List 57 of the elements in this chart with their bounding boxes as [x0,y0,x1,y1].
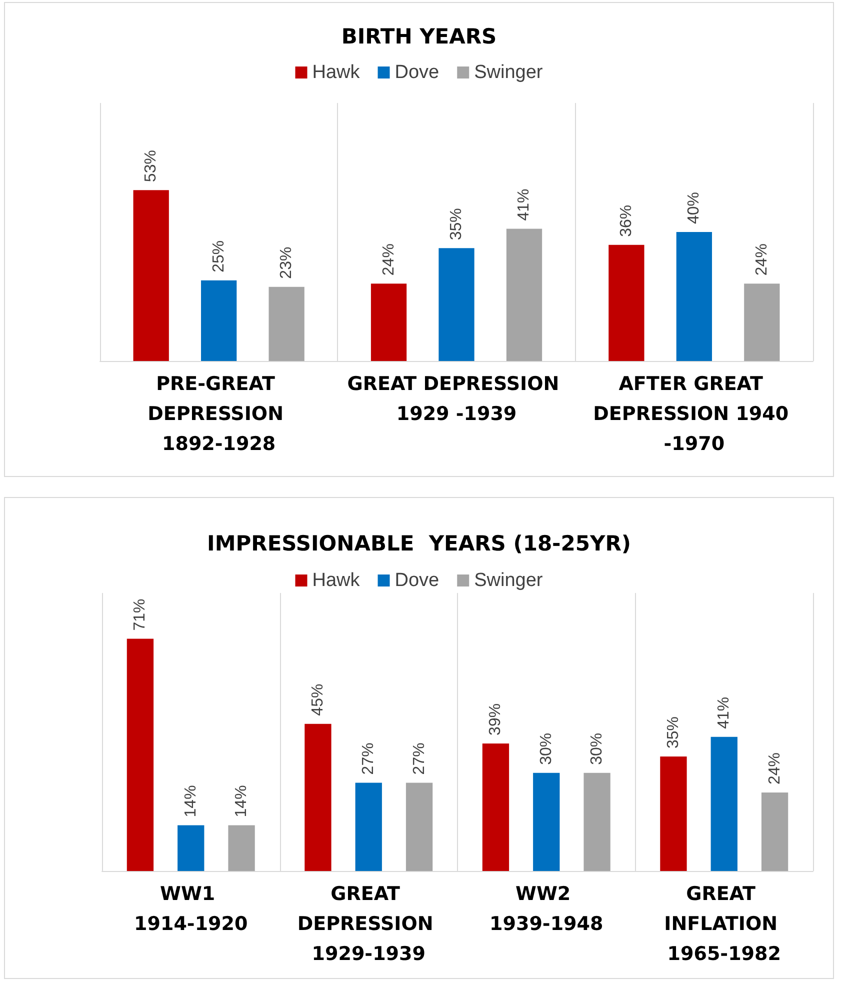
bar [370,284,407,361]
data-label: 24% [766,752,784,785]
data-label: 53% [142,150,160,182]
bar [228,825,255,871]
x-tick-label: GREAT DEPRESSION 1929 -1939 [347,373,566,425]
bar [304,724,332,871]
legend-label: Swinger [474,570,544,591]
data-label: 23% [278,246,296,279]
bar [126,638,154,871]
data-label: 39% [487,703,504,736]
x-tick-label: GREAT DEPRESSION 1929-1939 [297,883,440,965]
data-label: 35% [448,208,465,240]
bar [438,248,474,361]
bar [482,743,510,871]
bar [761,792,788,871]
bar [506,228,542,361]
data-label: 40% [686,192,703,224]
chart-title: IMPRESSIONABLE YEARS (18-25YR) [207,532,631,556]
bar [201,280,237,361]
bar [676,232,712,361]
bar [533,772,560,871]
data-label: 14% [233,785,250,818]
bar [744,284,780,361]
data-label: 45% [309,684,326,716]
data-label: 71% [132,598,149,631]
x-tick-label: WW1 1914-1920 [134,883,248,935]
data-label: 27% [410,742,428,775]
data-label: 24% [380,244,398,276]
bar [584,772,610,871]
chart-title: BIRTH YEARS [341,24,497,48]
data-label: 27% [360,742,378,775]
data-label: 36% [618,204,635,237]
legend-label: Hawk [312,570,360,591]
data-label: 24% [753,244,770,276]
legend-label: Dove [394,62,440,83]
x-tick-label: GREAT INFLATION 1965-1982 [664,883,784,965]
bar [710,736,738,871]
bar [268,286,304,361]
bar [660,756,687,871]
data-label: 35% [664,716,682,749]
bar [355,782,382,871]
bar [178,825,204,871]
legend-label: Hawk [312,62,360,83]
x-tick-label: AFTER GREAT DEPRESSION 1940 -1970 [593,373,796,455]
data-label: 41% [516,188,533,221]
bar [406,782,433,871]
x-tick-label: WW2 1939-1948 [490,883,604,935]
bar [608,244,644,361]
data-label: 14% [182,785,200,818]
data-label: 30% [588,732,606,765]
legend-label: Swinger [474,62,544,83]
data-label: 41% [716,696,733,729]
data-label: 30% [538,732,555,765]
x-tick-label: PRE-GREAT DEPRESSION 1892-1928 [148,373,290,455]
data-label: 25% [210,240,228,272]
legend-label: Dove [394,570,440,591]
bar [133,190,169,361]
